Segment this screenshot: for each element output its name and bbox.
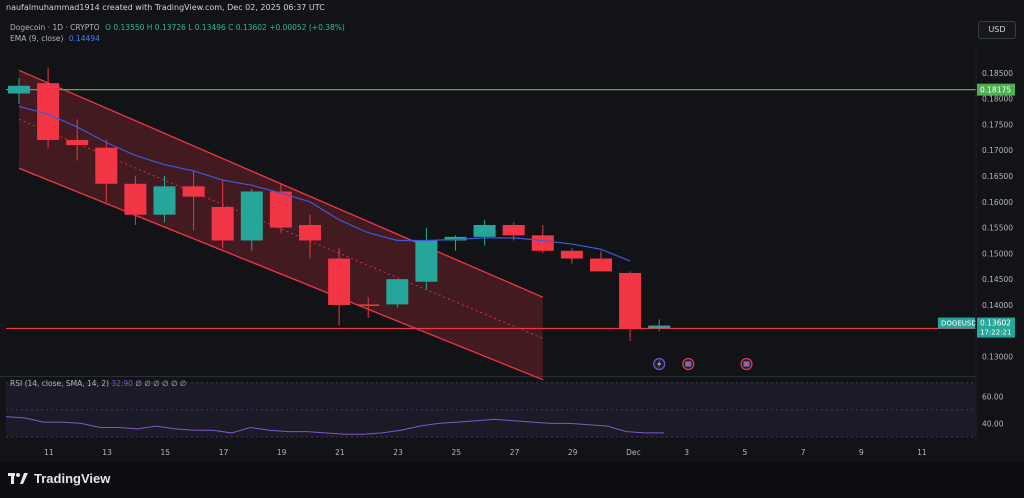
x-tick-label: 7 [801, 448, 806, 457]
candle-body[interactable] [124, 183, 147, 215]
x-tick-label: 13 [102, 448, 112, 457]
symbol-legend[interactable]: Dogecoin · 1D · CRYPTO O 0.13550 H 0.137… [10, 23, 345, 32]
candle-body[interactable] [648, 325, 671, 329]
x-tick-label: 29 [568, 448, 578, 457]
y-tick-label: 0.17000 [982, 146, 1013, 155]
candle-body[interactable] [590, 258, 612, 272]
rsi-value: 32.90 [111, 379, 133, 388]
tradingview-logo-icon [8, 470, 28, 486]
candle-body[interactable] [240, 191, 263, 241]
candle-body[interactable] [473, 225, 496, 237]
x-tick-label: 9 [859, 448, 864, 457]
x-tick-label: 21 [335, 448, 345, 457]
ema-line[interactable] [18, 105, 631, 262]
y-tick-label: 0.18000 [982, 95, 1013, 104]
y-tick-label: 0.14500 [982, 275, 1013, 284]
x-tick-label: 23 [393, 448, 403, 457]
candle-body[interactable] [95, 147, 118, 184]
y-tick-label: 0.15500 [982, 224, 1013, 233]
price-chart[interactable]: 0.18500 0.18000 0.17500 0.17000 0.16500 0.160… [0, 0, 1024, 462]
countdown-label: 17:22:21 [980, 329, 1011, 337]
x-tick-label: 11 [917, 448, 927, 457]
candle-body[interactable] [444, 236, 467, 241]
tradingview-logo[interactable]: TradingView [8, 470, 110, 486]
flag-stripe [743, 363, 750, 365]
y-tick-label: 0.15000 [982, 249, 1013, 258]
y-tick-label: 0.14000 [982, 301, 1013, 310]
y-tick-label: 0.17500 [982, 120, 1013, 129]
x-tick-label: 11 [44, 448, 54, 457]
y-tick-label: 0.18500 [982, 69, 1013, 78]
ohlc-values: O 0.13550 H 0.13726 L 0.13496 C 0.13602 … [105, 23, 345, 32]
symbol-tag-label: DOGEUSD [941, 320, 977, 328]
lightning-glyph [657, 360, 662, 368]
candle-body[interactable] [357, 304, 380, 306]
candle-body[interactable] [211, 206, 234, 241]
candle-body[interactable] [299, 225, 321, 241]
currency-button[interactable]: USD [978, 21, 1016, 39]
y-tick-label: 0.16000 [982, 198, 1013, 207]
candle-body[interactable] [619, 272, 642, 329]
y-tick-label: 0.13000 [982, 352, 1013, 361]
x-tick-label: 25 [452, 448, 462, 457]
channel-bottom-line[interactable] [18, 167, 544, 381]
candle-body[interactable] [153, 186, 176, 215]
ema-legend[interactable]: EMA (9, close) 0.14494 [10, 34, 100, 43]
x-tick-label: 3 [684, 448, 689, 457]
flag-stripe [685, 363, 692, 365]
rsi-empty-values: ∅ ∅ ∅ ∅ ∅ ∅ [135, 379, 187, 388]
candle-body[interactable] [531, 235, 554, 251]
candle-body[interactable] [502, 225, 525, 236]
x-tick-label: 19 [277, 448, 287, 457]
x-tick-label: 27 [510, 448, 520, 457]
ema-label: EMA (9, close) [10, 34, 64, 43]
current-price-tag [977, 317, 1015, 338]
level-price-label: 0.18175 [980, 86, 1011, 95]
candle-body[interactable] [415, 240, 438, 282]
candle-body[interactable] [560, 250, 583, 259]
tradingview-logo-text: TradingView [34, 470, 111, 486]
candle-body[interactable] [328, 258, 351, 305]
rsi-label: RSI (14, close, SMA, 14, 2) [10, 379, 110, 388]
y-tick-label: 0.16500 [982, 172, 1013, 181]
candle-body[interactable] [37, 83, 60, 140]
x-tick-label: 17 [219, 448, 229, 457]
candle-body[interactable] [386, 279, 409, 305]
x-tick-label: 5 [743, 448, 748, 457]
level-price-tag [977, 83, 1015, 96]
pane-separator [0, 376, 976, 377]
candle-body[interactable] [269, 191, 292, 228]
current-price-label: 0.13602 [980, 319, 1011, 328]
x-tick-label: 15 [161, 448, 171, 457]
footer-bar [0, 462, 1024, 498]
candle-body[interactable] [182, 186, 205, 197]
candle-body[interactable] [66, 139, 89, 146]
ema-value: 0.14494 [68, 34, 100, 43]
rsi-tick-label: 40.00 [982, 419, 1004, 428]
rsi-legend[interactable]: RSI (14, close, SMA, 14, 2) 32.90 ∅ ∅ ∅ … [10, 379, 186, 388]
symbol-tag [938, 317, 975, 329]
rsi-line[interactable] [5, 416, 664, 435]
x-tick-label: Dec [626, 448, 641, 457]
created-by-line: naufalmuhammad1914 created with TradingV… [6, 3, 325, 12]
symbol-title: Dogecoin · 1D · CRYPTO [10, 23, 100, 32]
candle-body[interactable] [8, 85, 30, 94]
rsi-tick-label: 60.00 [982, 392, 1004, 401]
